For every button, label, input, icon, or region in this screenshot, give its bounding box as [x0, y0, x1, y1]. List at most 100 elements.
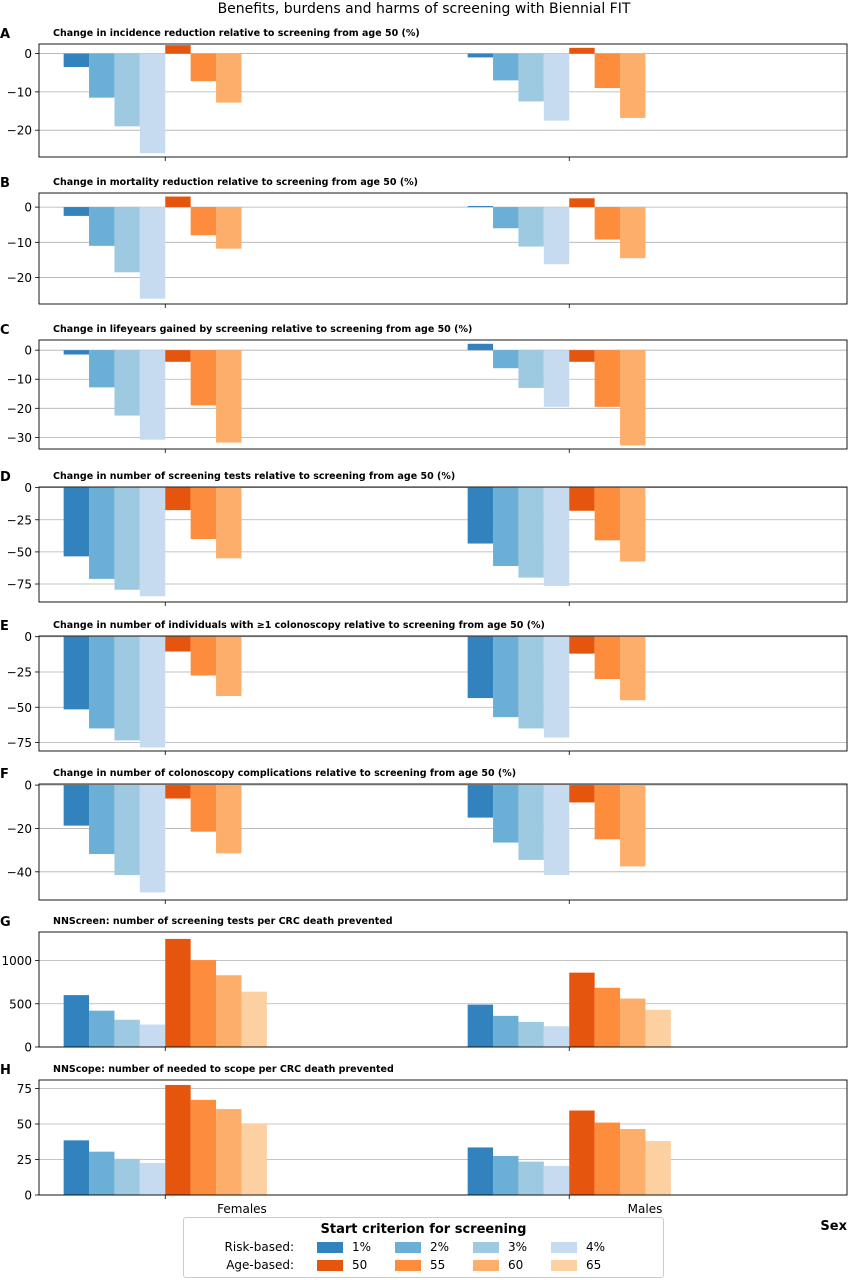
- bar-f-males-0: [467, 785, 494, 818]
- bar-f-males-1: [493, 785, 519, 843]
- panel-title: Change in number of screening tests rela…: [53, 471, 455, 482]
- axes-frame: [38, 486, 848, 603]
- bar-f-males-4: [569, 785, 595, 803]
- bar-f-females-1: [89, 785, 115, 855]
- bar-c-males-4: [569, 350, 595, 362]
- panel-title: NNScope: number of needed to scope per C…: [53, 1064, 394, 1075]
- bar-a-males-4: [569, 47, 595, 54]
- y-tick-label: 0: [24, 47, 32, 61]
- axes-frame: [38, 1079, 848, 1196]
- bar-c-females-5: [190, 350, 217, 406]
- legend-item-label: 3%: [508, 1240, 528, 1254]
- bar-f-females-3: [139, 785, 166, 893]
- bar-c-females-1: [89, 350, 115, 388]
- bar-f-females-4: [165, 785, 191, 799]
- bar-a-males-3: [543, 53, 570, 121]
- bar-h-females-2: [114, 1158, 140, 1195]
- bar-e-females-4: [165, 636, 191, 652]
- panel-title: NNScreen: number of screening tests per …: [53, 916, 393, 927]
- bar-b-females-0: [63, 207, 90, 216]
- legend-swatch: [317, 1242, 343, 1253]
- y-tick-label: 0: [24, 201, 32, 215]
- panel-b: 0 −10 −20 B Change in mortality reduction re…: [0, 176, 848, 308]
- bar-h-males-0: [467, 1147, 494, 1195]
- bar-c-females-0: [63, 350, 90, 355]
- bar-g-females-0: [63, 995, 90, 1047]
- legend-swatch: [395, 1242, 421, 1253]
- bar-c-males-2: [518, 350, 544, 388]
- y-tick-label: 75: [17, 1082, 32, 1096]
- bar-g-males-1: [493, 1015, 519, 1047]
- y-tick-label: 0: [24, 481, 32, 495]
- bar-f-males-3: [543, 785, 570, 876]
- bar-h-females-3: [139, 1163, 166, 1195]
- bar-g-males-3: [543, 1026, 570, 1047]
- legend-item-label: 65: [586, 1258, 602, 1272]
- bar-b-males-2: [518, 207, 544, 247]
- bar-d-males-2: [518, 487, 544, 578]
- axes-frame: [38, 192, 848, 305]
- bar-e-males-5: [594, 636, 621, 680]
- bar-d-females-1: [89, 487, 115, 579]
- y-tick-label: 1000: [1, 954, 32, 968]
- bar-b-males-1: [493, 207, 519, 229]
- chart-panels: 0 −10 −20 A Change in incidence reduction re…: [0, 27, 848, 1203]
- bar-g-females-2: [114, 1019, 140, 1047]
- bar-f-females-5: [190, 785, 217, 832]
- bar-g-females-7: [241, 991, 267, 1047]
- bar-b-males-6: [620, 207, 646, 259]
- y-tick-label: −75: [7, 736, 32, 750]
- bar-e-females-1: [89, 636, 115, 729]
- bar-g-females-1: [89, 1010, 115, 1047]
- bar-h-females-5: [190, 1099, 217, 1195]
- y-tick-label: −10: [7, 373, 32, 387]
- bar-d-females-5: [190, 487, 217, 540]
- bar-d-males-6: [620, 487, 646, 562]
- legend-swatch: [551, 1242, 577, 1253]
- y-tick-label: 25: [17, 1153, 32, 1167]
- x-tick-label-females: Females: [217, 1202, 267, 1216]
- bar-h-males-3: [543, 1165, 570, 1195]
- panel-letter: G: [0, 915, 11, 930]
- bar-c-males-3: [543, 350, 570, 407]
- bar-c-males-1: [493, 350, 519, 369]
- legend-item-label: 60: [508, 1258, 524, 1272]
- panel-title: Change in incidence reduction relative t…: [53, 28, 420, 39]
- bar-b-females-1: [89, 207, 115, 246]
- legend-swatch: [473, 1242, 499, 1253]
- panel-a: 0 −10 −20 A Change in incidence reduction re…: [0, 27, 848, 161]
- panel-c: 0 −10 −20 −30 C Change in lifeyears gained by…: [0, 323, 848, 453]
- bar-a-males-6: [620, 53, 646, 118]
- panel-letter: D: [0, 470, 11, 485]
- bar-a-males-5: [594, 53, 621, 89]
- legend-swatch: [551, 1260, 577, 1271]
- bar-g-males-7: [645, 1009, 671, 1047]
- legend-item-label: 2%: [430, 1240, 450, 1254]
- bar-a-males-2: [518, 53, 544, 102]
- bar-f-females-2: [114, 785, 140, 876]
- legend-row-label: Age-based:: [226, 1258, 294, 1272]
- bar-h-males-2: [518, 1161, 544, 1195]
- bar-a-females-0: [63, 53, 90, 67]
- y-tick-label: 500: [9, 997, 32, 1011]
- bar-b-females-2: [114, 207, 140, 273]
- bar-e-females-0: [63, 636, 90, 710]
- legend-item-label: 55: [430, 1258, 446, 1272]
- panel-title: Change in number of colonoscopy complica…: [53, 768, 516, 779]
- bar-b-males-4: [569, 198, 595, 208]
- y-tick-label: −25: [7, 665, 32, 679]
- y-tick-label: −25: [7, 513, 32, 527]
- bar-b-females-3: [139, 207, 166, 299]
- bar-a-females-1: [89, 53, 115, 98]
- bar-g-males-6: [620, 998, 646, 1047]
- bar-h-males-1: [493, 1155, 519, 1195]
- legend-item-label: 1%: [352, 1240, 372, 1254]
- bar-c-males-6: [620, 350, 646, 446]
- y-tick-label: 0: [24, 1189, 32, 1203]
- legend-swatch: [473, 1260, 499, 1271]
- legend: Start criterion for screening Risk-based…: [183, 1217, 664, 1278]
- bar-d-females-3: [139, 487, 166, 597]
- bar-b-females-4: [165, 196, 191, 208]
- bar-f-males-2: [518, 785, 544, 860]
- bar-f-females-0: [63, 785, 90, 826]
